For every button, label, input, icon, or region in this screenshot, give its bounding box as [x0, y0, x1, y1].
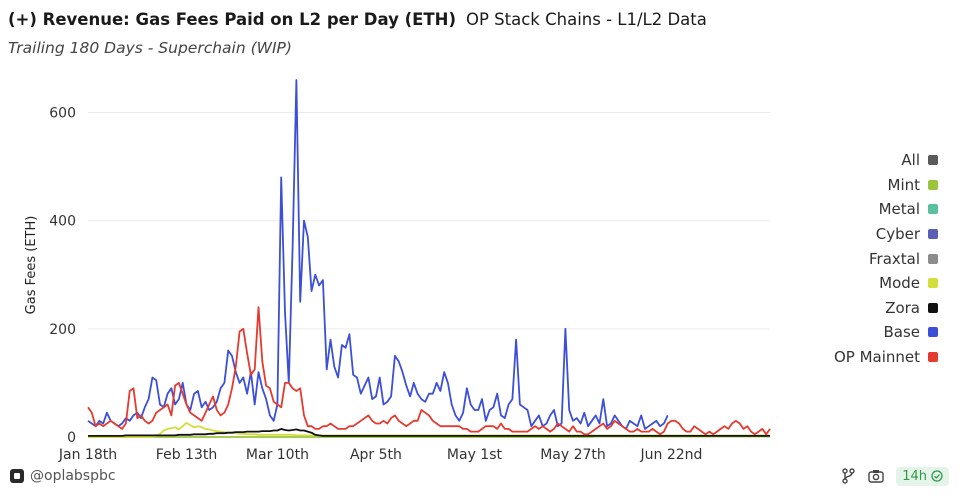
legend-item-op-mainnet[interactable]: OP Mainnet: [834, 345, 938, 370]
x-tick-label: May 27th: [540, 447, 606, 463]
chart-title: (+) Revenue: Gas Fees Paid on L2 per Day…: [8, 10, 456, 29]
x-axis-ticks: Jan 18th Feb 13th Mar 10th Apr 5th May 1st Ma…: [58, 447, 703, 463]
legend-swatch: [928, 352, 938, 363]
legend-swatch: [928, 179, 938, 190]
refresh-status-badge[interactable]: 14h: [896, 466, 949, 486]
dataset-name[interactable]: OP Stack Chains - L1/L2 Data: [466, 10, 707, 29]
series-line-zora[interactable]: [88, 427, 770, 437]
chart-title-row: (+) Revenue: Gas Fees Paid on L2 per Day…: [8, 10, 707, 29]
legend-item-zora[interactable]: Zora: [834, 296, 938, 321]
legend-item-base[interactable]: Base: [834, 320, 938, 345]
legend-swatch: [928, 229, 938, 240]
author-link[interactable]: @oplabspbc: [10, 468, 116, 484]
y-tick-label: 0: [67, 430, 76, 446]
legend-item-cyber[interactable]: Cyber: [834, 222, 938, 247]
legend-item-metal[interactable]: Metal: [834, 197, 938, 222]
legend-swatch: [928, 253, 938, 264]
camera-icon[interactable]: [866, 466, 886, 486]
x-tick-label: Mar 10th: [246, 447, 309, 463]
user-avatar: [10, 469, 24, 483]
legend-label: Mint: [887, 175, 921, 194]
series-lines: [87, 79, 771, 438]
legend-label: OP Mainnet: [833, 348, 920, 367]
legend-label: Cyber: [875, 225, 920, 244]
x-tick-label: May 1st: [447, 447, 503, 463]
legend-label: Fraxtal: [868, 249, 920, 268]
legend-label: All: [901, 151, 920, 170]
y-axis-title: Gas Fees (ETH): [24, 216, 39, 315]
legend-swatch: [928, 204, 938, 215]
series-line-base[interactable]: [87, 79, 669, 430]
y-axis-ticks: 0 200 400 600: [49, 105, 76, 446]
legend-item-mint[interactable]: Mint: [834, 173, 938, 198]
x-tick-label: Jan 18th: [58, 447, 117, 463]
legend-swatch: [928, 155, 938, 166]
y-tick-label: 600: [49, 105, 76, 121]
username[interactable]: @oplabspbc: [30, 468, 116, 484]
series-line-op-mainnet[interactable]: [87, 306, 771, 436]
legend-label: Zora: [885, 298, 920, 317]
legend-item-mode[interactable]: Mode: [834, 271, 938, 296]
legend-item-all[interactable]: All: [834, 148, 938, 173]
x-tick-label: Apr 5th: [350, 447, 402, 463]
y-tick-label: 400: [49, 214, 76, 230]
check-circle-icon: [931, 470, 943, 482]
legend-swatch: [928, 278, 938, 289]
legend-swatch: [928, 302, 938, 313]
legend-label: Metal: [878, 200, 920, 219]
footer-actions: 14h: [830, 466, 949, 486]
legend-label: Mode: [879, 274, 920, 293]
x-tick-label: Feb 13th: [156, 447, 217, 463]
chart-legend: All Mint Metal Cyber Fraxtal Mode Zora Base OP M…: [834, 148, 938, 369]
x-tick-label: Jun 22nd: [640, 447, 703, 463]
refresh-age: 14h: [902, 468, 927, 484]
y-tick-label: 200: [49, 322, 76, 338]
chart-subtitle: Trailing 180 Days - Superchain (WIP): [8, 39, 292, 57]
legend-label: Base: [883, 323, 920, 342]
fork-icon[interactable]: [838, 466, 858, 486]
legend-swatch: [928, 327, 938, 338]
legend-item-fraxtal[interactable]: Fraxtal: [834, 246, 938, 271]
gridlines: [88, 111, 770, 438]
